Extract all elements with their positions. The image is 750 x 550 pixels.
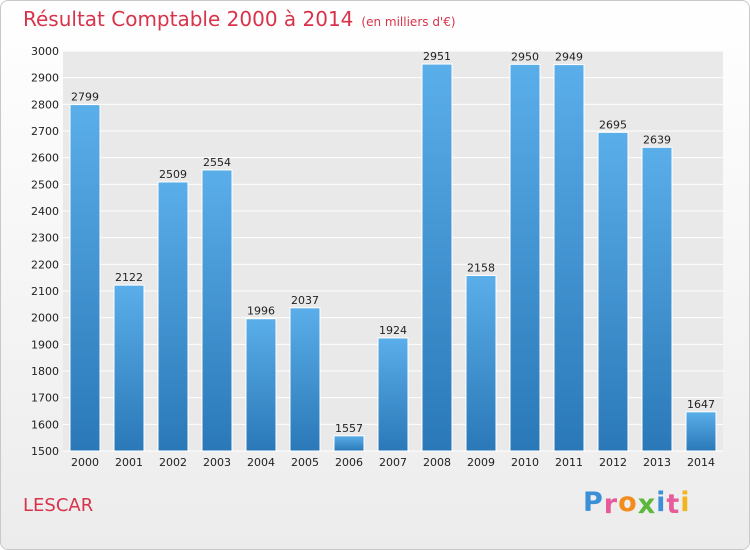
bar-value-label: 2554: [203, 156, 231, 169]
logo-letter: P: [583, 487, 604, 518]
x-tick-label: 2011: [555, 456, 583, 469]
bar-value-label: 1557: [335, 422, 363, 435]
bar-2010: [509, 63, 541, 452]
bar-2014: [685, 411, 717, 452]
y-tick-label: 1800: [31, 365, 59, 378]
bar-value-label: 2122: [115, 271, 143, 284]
logo-letter: i: [656, 487, 667, 518]
bar-value-label: 2639: [643, 133, 671, 146]
logo-letter: x: [637, 489, 657, 520]
bars: [69, 63, 717, 452]
y-tick-label: 3000: [31, 45, 59, 58]
x-tick-label: 2001: [115, 456, 143, 469]
chart-title: Résultat Comptable 2000 à 2014 (en millie…: [23, 7, 456, 31]
x-tick-label: 2007: [379, 456, 407, 469]
bar-2003: [201, 169, 233, 452]
bar-2009: [465, 275, 497, 452]
bar-2004: [245, 318, 277, 452]
bar-value-label: 2158: [467, 262, 495, 275]
bar-value-label: 1647: [687, 398, 715, 411]
bar-2013: [641, 146, 673, 452]
bar-2000: [69, 104, 101, 452]
y-tick-label: 2700: [31, 125, 59, 138]
x-tick-label: 2013: [643, 456, 671, 469]
bar-value-label: 2695: [599, 118, 627, 131]
bar-value-label: 1996: [247, 305, 275, 318]
logo-letter: t: [666, 489, 681, 520]
chart-subtitle: (en milliers d'€): [361, 15, 456, 29]
proxiti-logo: Proxiti: [583, 487, 691, 520]
bar-2005: [289, 307, 321, 452]
x-tick-label: 2014: [687, 456, 715, 469]
y-axis-ticks: 1500 1600 1700 1800 1900 2000 2100 2200 2300 2400…: [31, 45, 59, 458]
y-tick-label: 1700: [31, 392, 59, 405]
y-tick-label: 2300: [31, 232, 59, 245]
bar-value-label: 2509: [159, 168, 187, 181]
bar-value-label: 2037: [291, 294, 319, 307]
y-tick-label: 2500: [31, 178, 59, 191]
y-tick-label: 1600: [31, 418, 59, 431]
x-tick-label: 2008: [423, 456, 451, 469]
y-tick-label: 2100: [31, 285, 59, 298]
bar-2001: [113, 284, 145, 452]
x-tick-label: 2005: [291, 456, 319, 469]
bar-value-label: 2949: [555, 51, 583, 64]
bar-2006: [333, 435, 365, 452]
bar-2007: [377, 337, 409, 452]
y-tick-label: 1900: [31, 338, 59, 351]
y-tick-label: 2400: [31, 205, 59, 218]
y-tick-label: 2900: [31, 72, 59, 85]
y-tick-label: 1500: [31, 445, 59, 458]
bar-2002: [157, 181, 189, 452]
bar-value-label: 2799: [71, 91, 99, 104]
x-tick-label: 2009: [467, 456, 495, 469]
bar-value-label: 2951: [423, 50, 451, 63]
y-tick-label: 2600: [31, 152, 59, 165]
x-tick-label: 2012: [599, 456, 627, 469]
x-tick-label: 2010: [511, 456, 539, 469]
chart-title-text: Résultat Comptable 2000 à 2014: [23, 7, 354, 31]
x-tick-label: 2004: [247, 456, 275, 469]
y-tick-label: 2200: [31, 258, 59, 271]
x-tick-label: 2002: [159, 456, 187, 469]
bar-value-label: 2950: [511, 50, 539, 63]
y-tick-label: 2000: [31, 312, 59, 325]
bar-value-labels: 2799 2122 2509 2554 1996 2037 1557 1924 2951 2158…: [71, 50, 715, 435]
logo-letter: o: [618, 487, 638, 518]
x-tick-label: 2003: [203, 456, 231, 469]
x-tick-label: 2006: [335, 456, 363, 469]
x-axis-ticks: 2000 2001 2002 2003 2004 2005 2006 2007 2008 2009…: [71, 456, 715, 469]
bar-2012: [597, 131, 629, 452]
bar-2011: [553, 64, 585, 452]
y-tick-label: 2800: [31, 98, 59, 111]
logo-letter: r: [603, 489, 619, 520]
logo-letter: i: [680, 487, 691, 518]
x-tick-label: 2000: [71, 456, 99, 469]
bar-value-label: 1924: [379, 324, 407, 337]
bar-2008: [421, 63, 453, 452]
place-name: LESCAR: [23, 495, 94, 516]
